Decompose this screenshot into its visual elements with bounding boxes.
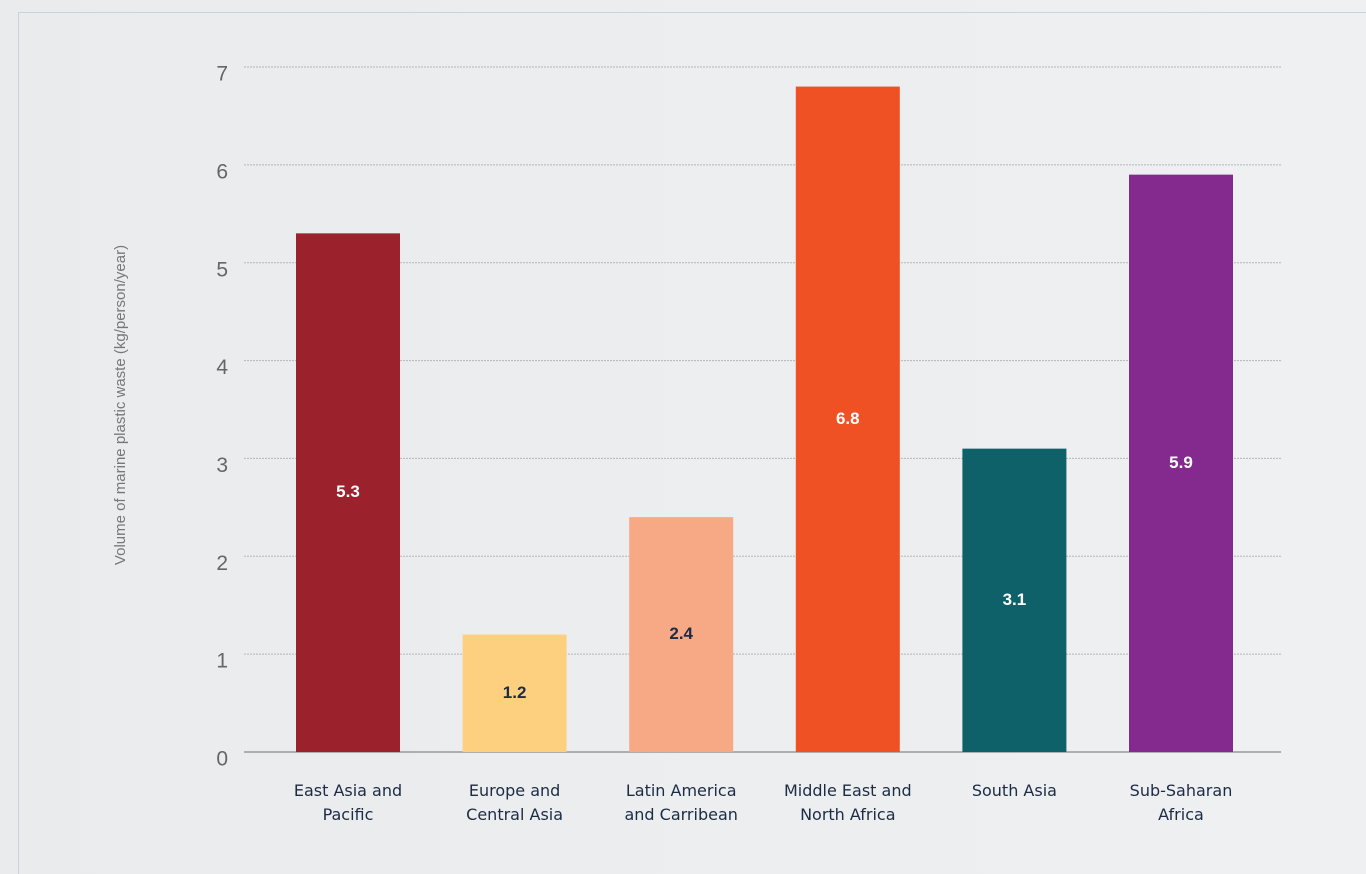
y-axis-label: Volume of marine plastic waste (kg/perso…: [112, 245, 129, 565]
y-tick-label: 0: [216, 748, 228, 771]
frame: [18, 12, 1366, 874]
x-tick-label: Latin America and Carribean: [624, 781, 738, 824]
y-tick-label: 6: [216, 160, 228, 183]
value-label: 5.3: [336, 482, 360, 501]
x-tick-label: East Asia and Pacific: [293, 781, 403, 824]
bar: [629, 517, 734, 752]
x-tick-label: Europe and Central Asia: [466, 781, 564, 824]
value-label: 6.8: [836, 409, 860, 428]
x-tick-label: Sub-Saharan Africa: [1129, 781, 1233, 824]
bar: [462, 634, 567, 752]
value-label: 3.1: [1003, 590, 1027, 609]
y-tick-label: 7: [216, 63, 228, 86]
y-tick-label: 1: [216, 650, 228, 673]
value-label: 5.9: [1169, 453, 1193, 472]
x-tick-label: South Asia: [971, 781, 1057, 800]
y-tick-label: 4: [216, 356, 228, 379]
bar: [296, 233, 400, 752]
x-tick-label: Middle East and North Africa: [783, 781, 912, 824]
y-tick-label: 3: [216, 454, 228, 477]
value-label: 2.4: [669, 624, 693, 643]
bar: [795, 86, 900, 753]
y-tick-label: 2: [216, 552, 228, 575]
bar: [962, 448, 1067, 752]
bar: [1129, 174, 1233, 753]
value-label: 1.2: [503, 683, 527, 702]
y-tick-label: 5: [216, 258, 228, 281]
